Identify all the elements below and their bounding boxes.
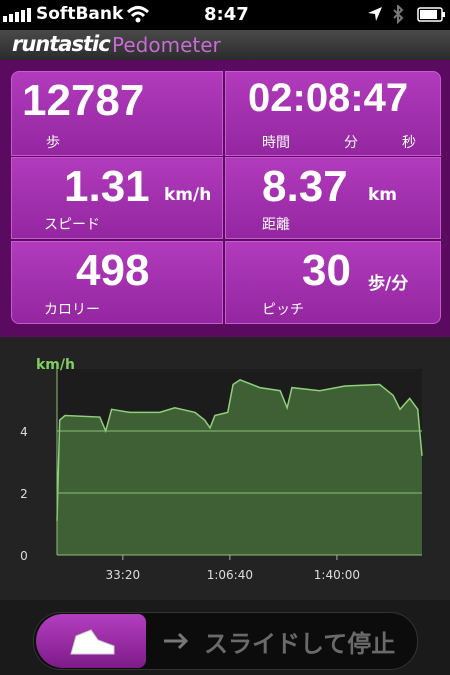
distance-value: 8.37 [262, 162, 348, 211]
pitch-value: 30 [302, 246, 351, 295]
x-tick-label: 33:20 [106, 568, 141, 582]
speed-unit: km/h [164, 185, 212, 205]
pitch-unit: 歩/分 [368, 274, 409, 294]
signal-icon [3, 8, 31, 22]
brand: runtastic [12, 32, 111, 56]
app-name: Pedometer [112, 33, 221, 57]
y-tick-label: 2 [20, 487, 28, 501]
speed-chart: km/h 0 2 4 33:20 1:06:40 1:40:00 [0, 337, 450, 600]
slider-text: スライドして停止 [204, 630, 396, 658]
shoe-icon [70, 629, 115, 655]
calorie-value: 498 [76, 246, 150, 295]
y-axis-label: km/h [36, 357, 75, 373]
minutes-label: 分 [344, 135, 358, 151]
distance-unit: km [368, 185, 398, 205]
time-tile: 02:08:47 時間 分 秒 [225, 71, 441, 156]
hours-label: 時間 [262, 135, 290, 151]
status-icons [368, 5, 445, 25]
slider-bar: スライドして停止 [0, 600, 450, 675]
seconds-label: 秒 [402, 135, 416, 151]
pitch-label: ピッチ [262, 302, 304, 318]
stats-panel: 12787 歩 02:08:47 時間 分 秒 1.31 km/h スピード 8… [0, 60, 450, 337]
steps-tile: 12787 歩 [11, 71, 223, 156]
calorie-tile: 498 カロリー [11, 241, 223, 324]
pitch-tile: 30 歩/分 ピッチ [225, 241, 441, 324]
arrow-icon [164, 632, 189, 650]
calorie-label: カロリー [44, 302, 100, 318]
distance-label: 距離 [262, 217, 290, 233]
steps-value: 12787 [22, 76, 145, 125]
speed-label: スピード [44, 217, 100, 233]
speed-area [57, 379, 422, 555]
y-tick-label: 0 [20, 549, 28, 563]
app-header: runtastic Pedometer [0, 30, 450, 60]
x-tick-label: 1:06:40 [207, 568, 253, 582]
x-tick-label: 1:40:00 [314, 568, 360, 582]
carrier: SoftBank [36, 4, 124, 24]
status-bar: SoftBank 8:47 [0, 0, 450, 30]
wifi-icon [126, 6, 150, 23]
speed-value: 1.31 [64, 162, 150, 211]
y-tick-label: 4 [20, 425, 28, 439]
speed-line [56, 379, 423, 521]
distance-tile: 8.37 km 距離 [225, 157, 441, 239]
clock: 8:47 [204, 4, 249, 25]
speed-tile: 1.31 km/h スピード [11, 157, 223, 239]
slider-knob[interactable] [36, 614, 146, 668]
steps-label: 歩 [46, 135, 60, 151]
time-value: 02:08:47 [248, 76, 409, 120]
